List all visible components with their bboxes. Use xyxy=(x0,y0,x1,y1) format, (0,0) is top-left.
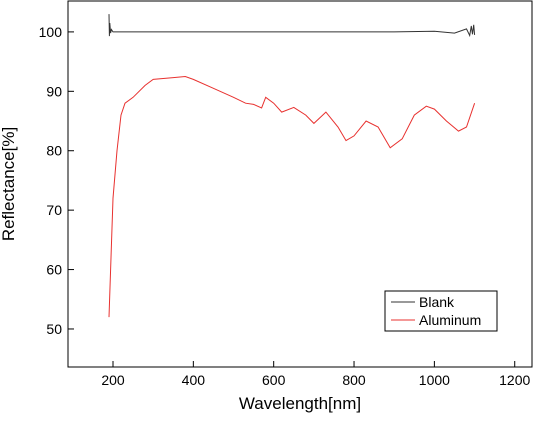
legend-label: Aluminum xyxy=(419,312,481,328)
legend-label: Blank xyxy=(419,294,455,310)
y-tick-label: 80 xyxy=(46,143,62,159)
x-axis-label: Wavelength[nm] xyxy=(239,394,361,413)
y-tick-label: 70 xyxy=(46,202,62,218)
x-tick-label: 1200 xyxy=(499,372,530,388)
legend: Blank Aluminum xyxy=(384,290,498,332)
x-tick-label: 400 xyxy=(182,372,206,388)
x-tick-label: 200 xyxy=(101,372,125,388)
series-line xyxy=(108,14,476,38)
y-tick-label: 100 xyxy=(39,24,63,40)
y-tick-label: 90 xyxy=(46,83,62,99)
series-line xyxy=(108,75,476,318)
x-tick-label: 1000 xyxy=(419,372,450,388)
y-tick-label: 60 xyxy=(46,262,62,278)
y-tick-label: 50 xyxy=(46,321,62,337)
legend-box xyxy=(384,290,498,332)
y-axis-label: Reflectance[%] xyxy=(0,127,18,241)
x-tick-label: 800 xyxy=(342,372,366,388)
x-tick-label: 600 xyxy=(262,372,286,388)
plot-frame xyxy=(67,0,533,368)
